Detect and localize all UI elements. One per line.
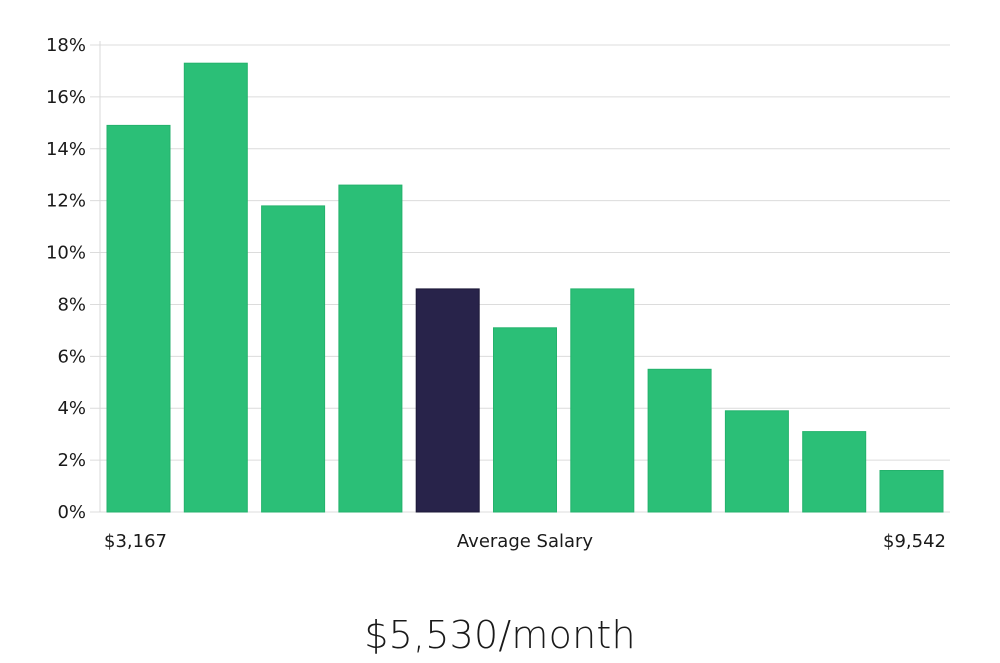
bar (183, 62, 248, 513)
bar (879, 470, 944, 513)
y-tick-label: 18% (46, 35, 86, 56)
bar (570, 288, 635, 513)
y-axis: 0% 2% 4% 6% 8% 10% 12% 14% 16% 18% (46, 35, 101, 523)
bar-highlighted (415, 288, 480, 513)
x-axis-label: Average Salary (457, 531, 594, 552)
y-tick-label: 8% (57, 294, 86, 315)
salary-histogram: 0% 2% 4% 6% 8% 10% 12% 14% 16% 18% $3,167 Average… (46, 35, 950, 552)
y-tick-label: 0% (57, 502, 86, 523)
y-tick-label: 10% (46, 243, 86, 264)
bar (338, 184, 403, 513)
x-min-label: $3,167 (104, 531, 167, 552)
y-tick-label: 6% (57, 346, 86, 367)
bar (261, 205, 326, 513)
x-axis: $3,167 Average Salary $9,542 (104, 531, 946, 552)
bars (106, 62, 944, 513)
bar (802, 431, 867, 513)
bar (724, 410, 789, 513)
y-tick-label: 16% (46, 87, 86, 108)
x-max-label: $9,542 (883, 531, 946, 552)
bar (106, 124, 171, 513)
y-tick-label: 2% (57, 450, 86, 471)
y-tick-label: 4% (57, 398, 86, 419)
bar (493, 327, 557, 513)
average-salary-value: $5,530/month (364, 613, 636, 657)
y-tick-label: 14% (46, 139, 86, 160)
y-tick-label: 12% (46, 191, 86, 212)
bar (647, 368, 712, 513)
